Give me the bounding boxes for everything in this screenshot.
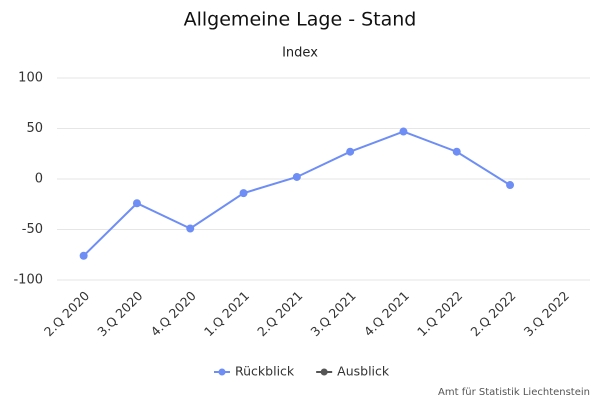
y-tick-label: 0: [35, 172, 43, 187]
data-point: [399, 127, 408, 136]
series-line: [82, 130, 511, 257]
y-tick-label: -100: [13, 273, 43, 288]
x-tick-label: 2.Q 2020: [41, 288, 92, 339]
x-tick-label: 4.Q 2020: [148, 288, 199, 339]
x-tick-label: 3.Q 2022: [521, 288, 572, 339]
legend-label: Rückblick: [235, 364, 295, 379]
data-point: [186, 224, 195, 233]
data-point: [292, 172, 301, 181]
chart-subtitle: Index: [282, 46, 318, 61]
x-tick-label: 3.Q 2021: [307, 288, 358, 339]
legend-marker: [320, 368, 328, 376]
legend-label: Ausblick: [337, 364, 390, 379]
data-point: [506, 181, 515, 190]
y-tick-label: -50: [22, 222, 43, 237]
legend-marker: [218, 368, 226, 376]
x-tick-label: 1.Q 2022: [414, 288, 465, 339]
x-tick-label: 2.Q 2022: [467, 288, 518, 339]
x-tick-label: 2.Q 2021: [254, 288, 305, 339]
y-tick-label: 50: [26, 121, 43, 136]
y-tick-label: 100: [18, 71, 43, 86]
data-point: [346, 147, 355, 156]
data-point: [79, 251, 88, 260]
data-point: [452, 147, 461, 156]
data-point: [132, 199, 141, 208]
credits: Amt für Statistik Liechtenstein: [438, 387, 590, 398]
x-tick-label: 1.Q 2021: [201, 288, 252, 339]
x-tick-label: 3.Q 2020: [94, 288, 145, 339]
x-tick-label: 4.Q 2021: [361, 288, 412, 339]
chart-title: Allgemeine Lage - Stand: [184, 9, 417, 31]
data-point: [239, 189, 248, 198]
